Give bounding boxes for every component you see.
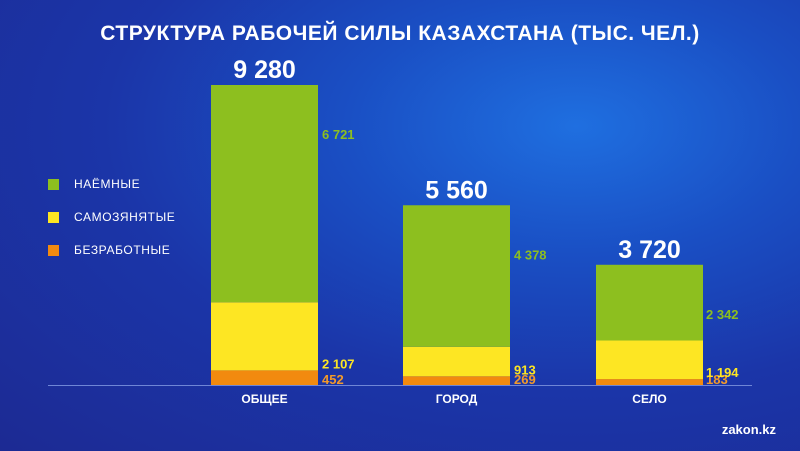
- bar-segment-unemployed-3: [596, 379, 703, 385]
- value-label-hired-1: 6 721: [322, 127, 355, 142]
- bar-segment-unemployed-1: [211, 370, 318, 385]
- legend-label-self-employed: САМОЗЯНЯТЫЕ: [74, 210, 176, 224]
- value-label-self-employed-3: 1 194: [706, 365, 739, 380]
- legend-swatch-self-employed: [48, 211, 59, 223]
- total-label-2: 5 560: [425, 176, 488, 204]
- value-label-hired-3: 2 342: [706, 307, 739, 322]
- legend-swatch-hired: [48, 178, 59, 190]
- bar-segment-hired-1: [211, 85, 318, 303]
- bar-segment-self-employed-1: [211, 302, 318, 371]
- category-label-2: ГОРОД: [436, 392, 478, 406]
- chart-title: СТРУКТУРА РАБОЧЕЙ СИЛЫ КАЗАХСТАНА (ТЫС. …: [100, 22, 700, 45]
- category-label-3: СЕЛО: [632, 392, 666, 406]
- bar-segment-hired-2: [403, 205, 510, 347]
- legend-item-self-employed: САМОЗЯНЯТЫЕ: [48, 209, 175, 225]
- legend-item-hired: НАЁМНЫЕ: [48, 176, 175, 192]
- value-label-unemployed-3: 183: [706, 372, 728, 387]
- legend-label-unemployed: БЕЗРАБОТНЫЕ: [74, 243, 171, 257]
- bar-segment-unemployed-2: [403, 376, 510, 385]
- bar-segment-self-employed-3: [596, 340, 703, 380]
- legend-item-unemployed: БЕЗРАБОТНЫЕ: [48, 242, 175, 258]
- value-label-unemployed-1: 452: [322, 372, 344, 387]
- bar-segment-self-employed-2: [403, 346, 510, 377]
- legend: НАЁМНЫЕ САМОЗЯНЯТЫЕ БЕЗРАБОТНЫЕ: [48, 176, 175, 275]
- value-label-self-employed-2: 913: [514, 362, 536, 377]
- total-label-1: 9 280: [233, 56, 296, 84]
- category-label-1: ОБЩЕЕ: [241, 392, 287, 406]
- legend-label-hired: НАЁМНЫЕ: [74, 177, 141, 191]
- watermark: zakon.kz: [721, 422, 776, 437]
- bar-segment-hired-3: [596, 264, 703, 341]
- value-label-hired-2: 4 378: [514, 247, 547, 262]
- value-label-unemployed-2: 269: [514, 372, 536, 387]
- total-label-3: 3 720: [618, 236, 681, 264]
- value-label-self-employed-1: 2 107: [322, 356, 355, 371]
- legend-swatch-unemployed: [48, 244, 59, 256]
